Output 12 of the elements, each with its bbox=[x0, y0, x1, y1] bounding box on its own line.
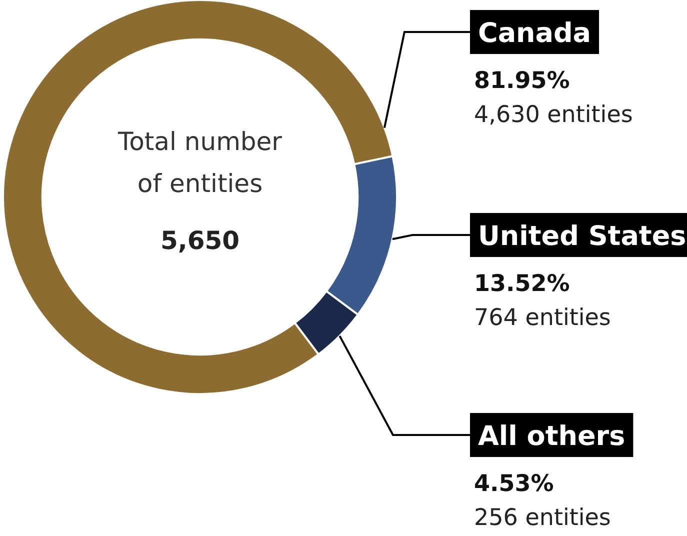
slice-label: Canada bbox=[478, 18, 592, 49]
slice-label: United States bbox=[478, 221, 686, 252]
text: 5,650 bbox=[160, 226, 240, 255]
text: 256 entities bbox=[474, 505, 611, 531]
data-label: 4.53% bbox=[474, 471, 554, 497]
data-label: 13.52% bbox=[474, 271, 570, 297]
text: 4,630 entities bbox=[474, 102, 633, 128]
text: 764 entities bbox=[474, 305, 611, 331]
data-label: 81.95% bbox=[474, 68, 570, 94]
slice-label: All others bbox=[478, 421, 626, 452]
text: Total number of entities bbox=[117, 127, 283, 198]
donut-slice bbox=[2, 0, 394, 395]
